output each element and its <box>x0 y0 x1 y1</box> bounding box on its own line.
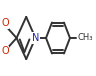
Text: O: O <box>1 18 9 28</box>
Text: N: N <box>32 33 39 43</box>
Text: CH₃: CH₃ <box>78 34 93 42</box>
Text: O: O <box>1 46 9 56</box>
